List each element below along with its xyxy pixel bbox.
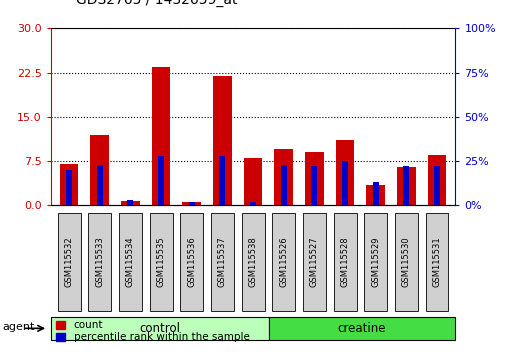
FancyBboxPatch shape (88, 213, 111, 311)
Bar (121, 201, 139, 205)
FancyBboxPatch shape (211, 213, 233, 311)
Bar (127, 200, 133, 205)
Bar (219, 156, 225, 205)
Bar (402, 166, 409, 205)
FancyBboxPatch shape (333, 213, 356, 311)
Bar (60, 164, 78, 205)
Bar (90, 135, 109, 205)
Text: GDS2765 / 1432659_at: GDS2765 / 1432659_at (76, 0, 237, 7)
Text: GSM115532: GSM115532 (64, 236, 73, 287)
Text: GSM115537: GSM115537 (218, 236, 226, 287)
FancyBboxPatch shape (302, 213, 325, 311)
Bar (427, 155, 445, 205)
FancyBboxPatch shape (268, 317, 454, 340)
FancyBboxPatch shape (58, 213, 80, 311)
Bar (66, 170, 72, 205)
FancyBboxPatch shape (50, 317, 268, 340)
Bar (372, 182, 378, 205)
FancyBboxPatch shape (149, 213, 172, 311)
FancyBboxPatch shape (364, 213, 386, 311)
Text: GSM115536: GSM115536 (187, 236, 196, 287)
FancyBboxPatch shape (241, 213, 264, 311)
Text: agent: agent (3, 322, 35, 332)
Text: GSM115533: GSM115533 (95, 236, 104, 287)
Bar (433, 166, 439, 205)
Bar (280, 165, 286, 205)
Text: GSM115534: GSM115534 (126, 236, 134, 287)
FancyBboxPatch shape (272, 213, 294, 311)
Text: GSM115529: GSM115529 (371, 237, 379, 287)
Bar (396, 167, 415, 205)
FancyBboxPatch shape (394, 213, 417, 311)
Text: creatine: creatine (337, 322, 385, 335)
Text: GSM115531: GSM115531 (432, 236, 441, 287)
FancyBboxPatch shape (425, 213, 447, 311)
Bar (341, 161, 347, 205)
FancyBboxPatch shape (180, 213, 203, 311)
Text: GSM115528: GSM115528 (340, 236, 349, 287)
FancyBboxPatch shape (119, 213, 141, 311)
Bar (188, 202, 194, 205)
Bar (335, 141, 353, 205)
Text: control: control (139, 322, 180, 335)
Text: GSM115526: GSM115526 (279, 236, 287, 287)
Bar (152, 67, 170, 205)
Bar (182, 202, 200, 205)
Bar (158, 156, 164, 205)
Text: GSM115538: GSM115538 (248, 236, 257, 287)
Bar (311, 166, 317, 205)
Legend: count, percentile rank within the sample: count, percentile rank within the sample (56, 320, 249, 342)
Bar (213, 75, 231, 205)
Bar (96, 165, 103, 205)
Text: GSM115535: GSM115535 (156, 236, 165, 287)
Bar (366, 185, 384, 205)
Text: GSM115530: GSM115530 (401, 236, 410, 287)
Bar (274, 149, 292, 205)
Bar (305, 152, 323, 205)
Bar (243, 158, 262, 205)
Bar (249, 202, 256, 205)
Text: GSM115527: GSM115527 (309, 236, 318, 287)
